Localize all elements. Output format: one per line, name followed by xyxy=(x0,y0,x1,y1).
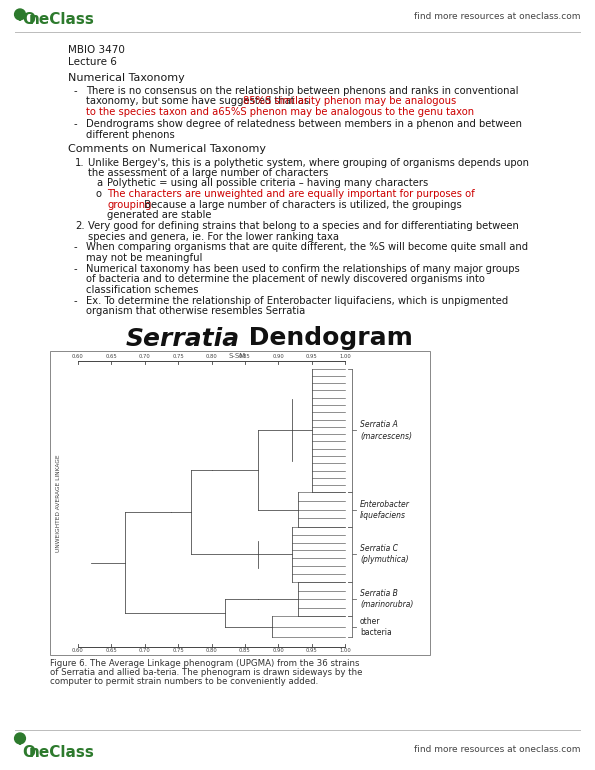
Text: O: O xyxy=(22,745,35,760)
Text: 0.95: 0.95 xyxy=(306,648,318,653)
Text: Very good for defining strains that belong to a species and for differentiating : Very good for defining strains that belo… xyxy=(88,221,519,231)
Text: o: o xyxy=(96,189,102,199)
Text: 0.70: 0.70 xyxy=(139,648,151,653)
Text: computer to permit strain numbers to be conveniently added.: computer to permit strain numbers to be … xyxy=(50,677,318,686)
Text: Polythetic = using all possible criteria – having many characters: Polythetic = using all possible criteria… xyxy=(107,179,428,189)
FancyBboxPatch shape xyxy=(50,350,430,655)
Text: organism that otherwise resembles Serratia: organism that otherwise resembles Serrat… xyxy=(86,306,305,316)
Text: Dendrograms show degree of relatedness between members in a phenon and between: Dendrograms show degree of relatedness b… xyxy=(86,119,522,129)
Text: Dendogram: Dendogram xyxy=(240,326,413,350)
Text: species and genera, ie. For the lower ranking taxa: species and genera, ie. For the lower ra… xyxy=(88,232,339,242)
Text: of Serratia and allied ba­teria. The phenogram is drawn sideways by the: of Serratia and allied ba­teria. The phe… xyxy=(50,668,362,677)
Text: Serratia A
(marcescens): Serratia A (marcescens) xyxy=(360,420,412,440)
Text: generated are stable: generated are stable xyxy=(107,210,211,220)
Text: the assessment of a large number of characters: the assessment of a large number of char… xyxy=(88,168,328,178)
Text: different phenons: different phenons xyxy=(86,129,175,139)
Text: to the species taxon and a65%S phenon may be analogous to the genu taxon: to the species taxon and a65%S phenon ma… xyxy=(86,107,474,117)
Text: Ex. To determine the relationship of Enterobacter liquifaciens, which is unpigme: Ex. To determine the relationship of Ent… xyxy=(86,296,508,306)
Text: 1.: 1. xyxy=(75,158,84,168)
Text: -: - xyxy=(74,119,77,129)
Text: UNWEIGHTED AVERAGE LINKAGE: UNWEIGHTED AVERAGE LINKAGE xyxy=(55,454,61,551)
Text: 0.65: 0.65 xyxy=(105,354,117,360)
Text: 0.70: 0.70 xyxy=(139,354,151,360)
Text: 2.: 2. xyxy=(75,221,84,231)
Text: 1.00: 1.00 xyxy=(339,354,351,360)
Text: Serratia C
(plymuthica): Serratia C (plymuthica) xyxy=(360,544,409,564)
Text: 0.75: 0.75 xyxy=(172,648,184,653)
Text: Figure 6. The Average Linkage phenogram (UPGMA) from the 36 strains: Figure 6. The Average Linkage phenogram … xyxy=(50,659,359,668)
Text: There is no consensus on the relationship between phenons and ranks in conventio: There is no consensus on the relationshi… xyxy=(86,86,518,96)
Text: Serratia: Serratia xyxy=(126,326,240,350)
Text: Enterobacter
liquefaciens: Enterobacter liquefaciens xyxy=(360,500,410,520)
Text: -: - xyxy=(74,86,77,96)
Text: 0.90: 0.90 xyxy=(273,354,284,360)
Text: find more resources at oneclass.com: find more resources at oneclass.com xyxy=(414,12,580,21)
Text: find more resources at oneclass.com: find more resources at oneclass.com xyxy=(414,745,580,754)
Text: 0.65: 0.65 xyxy=(105,648,117,653)
Text: of bacteria and to determine the placement of newly discovered organisms into: of bacteria and to determine the placeme… xyxy=(86,274,485,284)
Text: 0.90: 0.90 xyxy=(273,648,284,653)
Text: 0.95: 0.95 xyxy=(306,354,318,360)
Text: 0.80: 0.80 xyxy=(206,648,217,653)
Text: 0.60: 0.60 xyxy=(72,648,84,653)
Circle shape xyxy=(15,9,26,20)
Text: neClass: neClass xyxy=(29,12,95,27)
Text: The characters are unweighted and are equally important for purposes of: The characters are unweighted and are eq… xyxy=(107,189,475,199)
Text: Serratia B
(marinorubra): Serratia B (marinorubra) xyxy=(360,589,414,609)
Text: Unlike Bergey's, this is a polythetic system, where grouping of organisms depend: Unlike Bergey's, this is a polythetic sy… xyxy=(88,158,529,168)
Text: 0.75: 0.75 xyxy=(172,354,184,360)
Text: 85%S similarity phenon may be analogous: 85%S similarity phenon may be analogous xyxy=(243,96,456,106)
Text: MBIO 3470: MBIO 3470 xyxy=(68,45,125,55)
Text: 1.00: 1.00 xyxy=(339,648,351,653)
Text: Numerical taxonomy has been used to confirm the relationships of many major grou: Numerical taxonomy has been used to conf… xyxy=(86,264,520,274)
Text: neClass: neClass xyxy=(29,745,95,760)
Text: a: a xyxy=(96,179,102,189)
Text: other
bacteria: other bacteria xyxy=(360,617,392,637)
Text: -: - xyxy=(74,296,77,306)
Text: -: - xyxy=(74,264,77,274)
Text: 0.85: 0.85 xyxy=(239,354,250,360)
Text: taxonomy, but some have suggested that as: taxonomy, but some have suggested that a… xyxy=(86,96,312,106)
Text: O: O xyxy=(22,12,35,27)
Text: Comments on Numerical Taxonomy: Comments on Numerical Taxonomy xyxy=(68,145,266,155)
Text: Numerical Taxonomy: Numerical Taxonomy xyxy=(68,73,185,83)
Text: -: - xyxy=(74,243,77,253)
Text: grouping.: grouping. xyxy=(107,199,155,209)
Text: classification schemes: classification schemes xyxy=(86,285,199,295)
Text: may not be meaningful: may not be meaningful xyxy=(86,253,202,263)
Text: 0.80: 0.80 xyxy=(206,354,217,360)
Text: S-SM: S-SM xyxy=(228,353,246,359)
Text: When comparing organisms that are quite different, the %S will become quite smal: When comparing organisms that are quite … xyxy=(86,243,528,253)
Text: Lecture 6: Lecture 6 xyxy=(68,57,117,67)
Text: 0.60: 0.60 xyxy=(72,354,84,360)
Text: Because a large number of characters is utilized, the groupings: Because a large number of characters is … xyxy=(140,199,461,209)
Text: 0.85: 0.85 xyxy=(239,648,250,653)
Circle shape xyxy=(15,733,26,744)
